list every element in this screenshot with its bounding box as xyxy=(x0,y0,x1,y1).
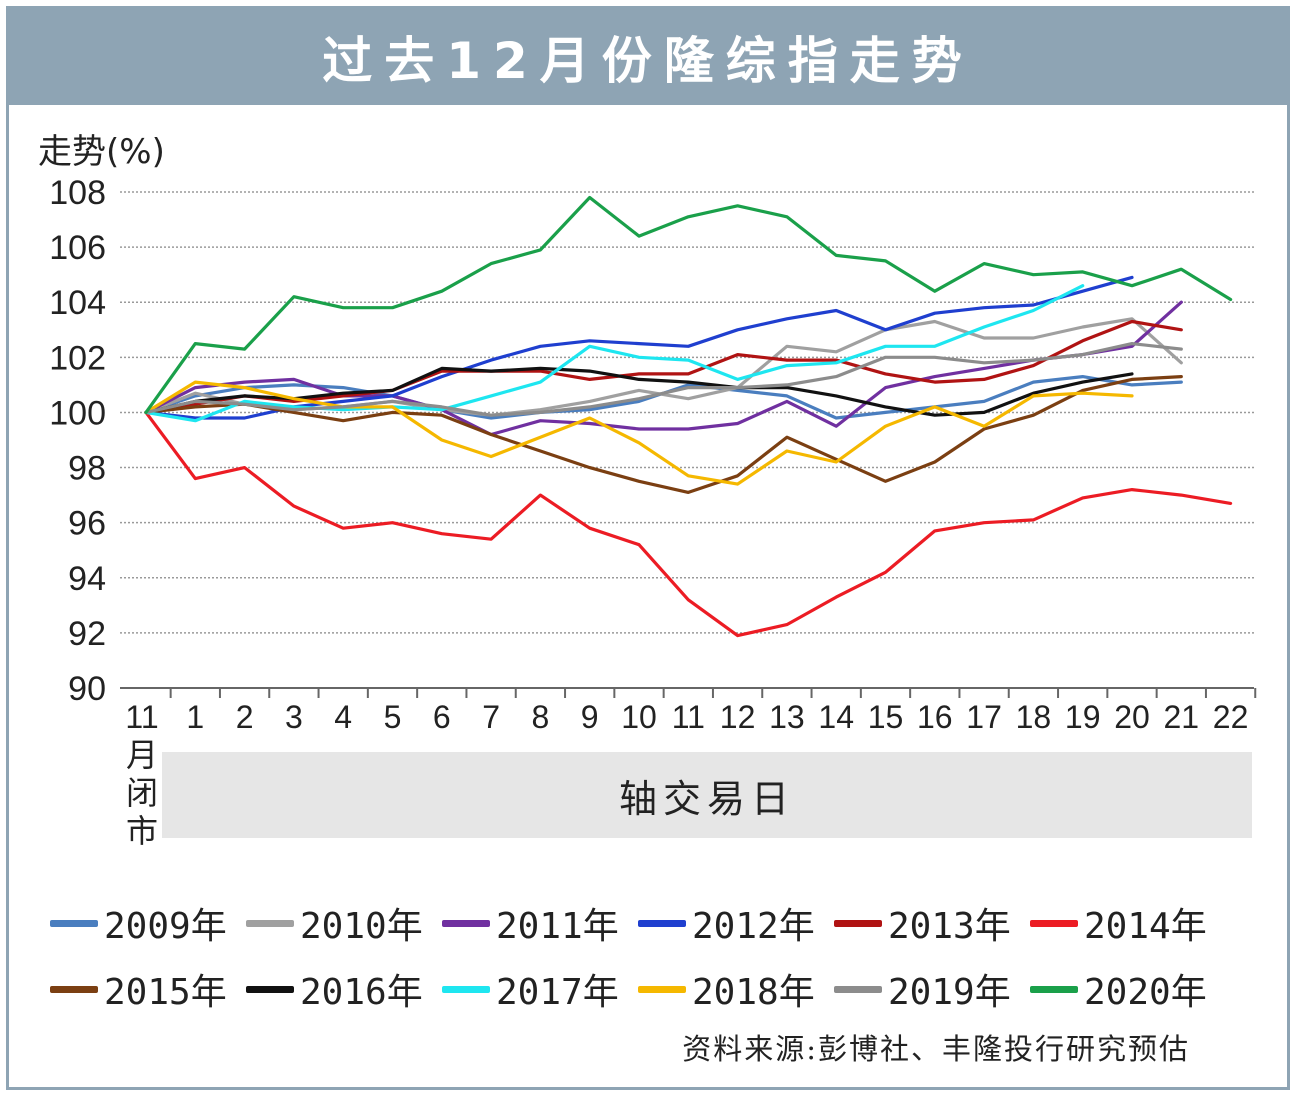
x-tick-label: 12 xyxy=(720,699,756,735)
y-tick-label: 94 xyxy=(68,560,106,598)
source-note: 资料来源:彭博社、丰隆投行研究预估 xyxy=(682,1032,1190,1066)
legend-swatch xyxy=(50,985,98,993)
series-line-2012年 xyxy=(144,275,1134,420)
legend-swatch xyxy=(442,985,490,993)
legend-label: 2011年 xyxy=(496,906,619,947)
chart-frame: 过去12月份隆综指走势 xyxy=(6,6,1290,1090)
x-tick-label: 月 xyxy=(126,737,158,773)
x-tick-label: 11 xyxy=(125,699,158,735)
x-tick-label: 5 xyxy=(384,699,402,735)
legend-swatch xyxy=(834,919,882,927)
legend-label: 2010年 xyxy=(300,906,423,947)
legend-swatch xyxy=(1030,985,1078,993)
series-line-2019年 xyxy=(144,342,1183,417)
x-tick-label: 2 xyxy=(236,699,254,735)
legend-label: 2016年 xyxy=(300,972,423,1013)
legend-label: 2009年 xyxy=(104,906,227,947)
legend: 2009年 2010年 2011年 2012年 2013年 2014年 2015年 2016年… xyxy=(50,890,1250,1022)
legend-row: 2015年 2016年 2017年 2018年 2019年 2020年 xyxy=(50,956,1250,1022)
legend-label: 2018年 xyxy=(692,972,815,1013)
y-tick-label: 102 xyxy=(49,339,106,377)
x-tick-label: 10 xyxy=(621,699,657,735)
legend-item: 2009年 xyxy=(50,897,246,949)
legend-item: 2011年 xyxy=(442,897,638,949)
legend-item: 2020年 xyxy=(1030,963,1226,1015)
x-tick-label: 11 xyxy=(672,699,705,735)
y-tick-label: 92 xyxy=(68,615,106,653)
x-tick-label: 4 xyxy=(334,699,352,735)
x-axis-title: 轴交易日 xyxy=(618,776,795,821)
y-axis-label: 走势(%) xyxy=(38,132,165,172)
x-axis-title-band: 轴交易日 xyxy=(162,752,1252,838)
legend-item: 2018年 xyxy=(638,963,834,1015)
legend-swatch xyxy=(246,985,294,993)
legend-item: 2019年 xyxy=(834,963,1030,1015)
legend-swatch xyxy=(442,919,490,927)
series-line-2014年 xyxy=(144,410,1233,638)
series-line-2017年 xyxy=(144,284,1085,423)
y-tick-label: 100 xyxy=(49,394,106,432)
legend-swatch xyxy=(50,919,98,927)
legend-swatch xyxy=(834,985,882,993)
legend-item: 2016年 xyxy=(246,963,442,1015)
series-line-2011年 xyxy=(144,300,1183,437)
x-tick-label: 21 xyxy=(1164,699,1200,735)
grid-layer xyxy=(120,191,1254,689)
y-tick-label: 108 xyxy=(49,174,106,212)
x-tick-label: 闭 xyxy=(126,775,158,811)
legend-row: 2009年 2010年 2011年 2012年 2013年 2014年 xyxy=(50,890,1250,956)
series-layer xyxy=(144,195,1233,638)
x-tick-label: 6 xyxy=(433,699,451,735)
x-tick-label: 3 xyxy=(285,699,303,735)
series-line-2015年 xyxy=(144,375,1183,494)
y-tick-label: 104 xyxy=(49,284,106,322)
y-tick-label: 106 xyxy=(49,229,106,267)
legend-swatch xyxy=(246,919,294,927)
x-tick-label: 市 xyxy=(126,813,158,849)
title-bar: 过去12月份隆综指走势 xyxy=(9,9,1287,105)
x-tick-label: 9 xyxy=(581,699,599,735)
y-tick-label: 98 xyxy=(68,450,106,488)
legend-item: 2015年 xyxy=(50,963,246,1015)
series-line-2018年 xyxy=(144,380,1134,486)
x-tick-label: 14 xyxy=(818,699,854,735)
series-line-2020年 xyxy=(144,195,1233,414)
legend-swatch xyxy=(638,985,686,993)
x-tick-label: 16 xyxy=(917,699,953,735)
x-tick-label: 19 xyxy=(1065,699,1101,735)
legend-label: 2017年 xyxy=(496,972,619,1013)
x-tick-label: 18 xyxy=(1016,699,1052,735)
y-tick-label: 90 xyxy=(68,670,106,708)
x-tick-label: 8 xyxy=(532,699,550,735)
legend-item: 2017年 xyxy=(442,963,638,1015)
legend-label: 2019年 xyxy=(888,972,1011,1013)
legend-label: 2013年 xyxy=(888,906,1011,947)
legend-label: 2012年 xyxy=(692,906,815,947)
legend-item: 2012年 xyxy=(638,897,834,949)
x-tick-label: 20 xyxy=(1114,699,1150,735)
legend-label: 2014年 xyxy=(1084,906,1207,947)
x-tick-label: 15 xyxy=(868,699,904,735)
legend-item: 2013年 xyxy=(834,897,1030,949)
x-tick-label: 7 xyxy=(482,699,500,735)
legend-swatch xyxy=(1030,919,1078,927)
x-tick-label: 1 xyxy=(186,699,204,735)
legend-item: 2010年 xyxy=(246,897,442,949)
legend-label: 2020年 xyxy=(1084,972,1207,1013)
series-line-2013年 xyxy=(144,319,1183,414)
legend-swatch xyxy=(638,919,686,927)
x-tick-label: 17 xyxy=(966,699,1002,735)
legend-label: 2015年 xyxy=(104,972,227,1013)
series-line-2016年 xyxy=(144,366,1134,417)
x-tick-label: 13 xyxy=(769,699,805,735)
legend-item: 2014年 xyxy=(1030,897,1226,949)
y-tick-labels: 90 92 94 96 98 100 102 104 106 108 xyxy=(49,174,106,708)
y-tick-label: 96 xyxy=(68,505,106,543)
x-tick-label: 22 xyxy=(1213,699,1249,735)
chart-title: 过去12月份隆综指走势 xyxy=(322,32,974,90)
